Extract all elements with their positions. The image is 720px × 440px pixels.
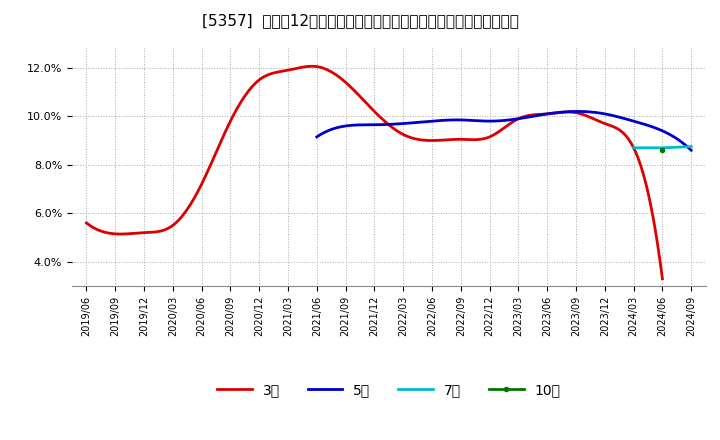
5年 <box>534 113 543 118</box>
3年 <box>307 64 316 69</box>
5年 <box>541 111 550 117</box>
5年 <box>536 113 544 118</box>
3年 <box>570 110 578 115</box>
5年 <box>629 118 638 124</box>
Line: 7年: 7年 <box>634 147 691 148</box>
Legend: 3年, 5年, 7年, 10年: 3年, 5年, 7年, 10年 <box>211 378 567 403</box>
5年 <box>687 147 696 153</box>
7年 <box>658 145 667 150</box>
3年 <box>436 138 445 143</box>
3年 <box>82 220 91 226</box>
3年 <box>658 276 667 281</box>
5年 <box>573 109 582 114</box>
3年 <box>606 123 615 128</box>
3年 <box>84 222 93 227</box>
3年 <box>427 138 436 143</box>
Line: 3年: 3年 <box>86 66 662 279</box>
5年 <box>653 126 662 132</box>
5年 <box>312 134 321 139</box>
7年 <box>629 145 638 150</box>
Text: [5357]  売上高12か月移動合計の対前年同期増減率の標準偏差の推移: [5357] 売上高12か月移動合計の対前年同期増減率の標準偏差の推移 <box>202 13 518 28</box>
Line: 5年: 5年 <box>317 111 691 150</box>
3年 <box>425 138 433 143</box>
7年 <box>687 144 696 149</box>
5年 <box>314 133 323 139</box>
